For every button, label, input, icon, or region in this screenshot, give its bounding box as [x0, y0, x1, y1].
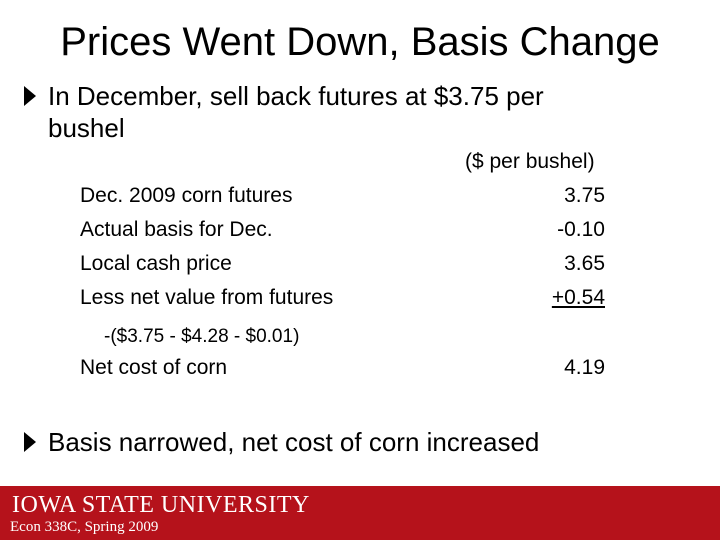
bullet-text: In December, sell back futures at $3.75 … [48, 81, 544, 143]
table-row: Dec. 2009 corn futures 3.75 [80, 184, 620, 218]
calc-note: -($3.75 - $4.28 - $0.01) [104, 326, 300, 347]
net-cost-value: 4.19 [564, 356, 605, 379]
row-value: +0.54 [551, 286, 605, 309]
row-label: Local cash price [80, 252, 232, 275]
bullet-sell-back: In December, sell back futures at $3.75 … [24, 80, 624, 144]
table-row: Local cash price 3.65 [80, 252, 620, 286]
bullet-basis-narrowed: Basis narrowed, net cost of corn increas… [24, 426, 664, 458]
table-row: Actual basis for Dec. -0.10 [80, 218, 620, 252]
unit-header: ($ per bushel) [465, 150, 595, 173]
row-label: Dec. 2009 corn futures [80, 184, 293, 207]
course-label: Econ 338C, Spring 2009 [10, 519, 159, 535]
footer-bar: IOWA STATE UNIVERSITY Econ 338C, Spring … [0, 486, 720, 540]
arrow-bullet-icon [24, 86, 36, 106]
net-cost-row: Net cost of corn 4.19 [80, 356, 620, 390]
arrow-bullet-icon [24, 432, 36, 452]
university-logo: IOWA STATE UNIVERSITY [12, 492, 310, 518]
row-value: 3.65 [564, 252, 605, 275]
row-label: Less net value from futures [80, 286, 334, 309]
row-value: 3.75 [564, 184, 605, 207]
slide-title: Prices Went Down, Basis Change [60, 20, 660, 64]
table-row: Less net value from futures +0.54 [80, 286, 620, 320]
row-label: Actual basis for Dec. [80, 218, 273, 241]
net-cost-label: Net cost of corn [80, 356, 228, 379]
row-value: -0.10 [557, 218, 605, 241]
bullet-text: Basis narrowed, net cost of corn increas… [48, 427, 540, 457]
